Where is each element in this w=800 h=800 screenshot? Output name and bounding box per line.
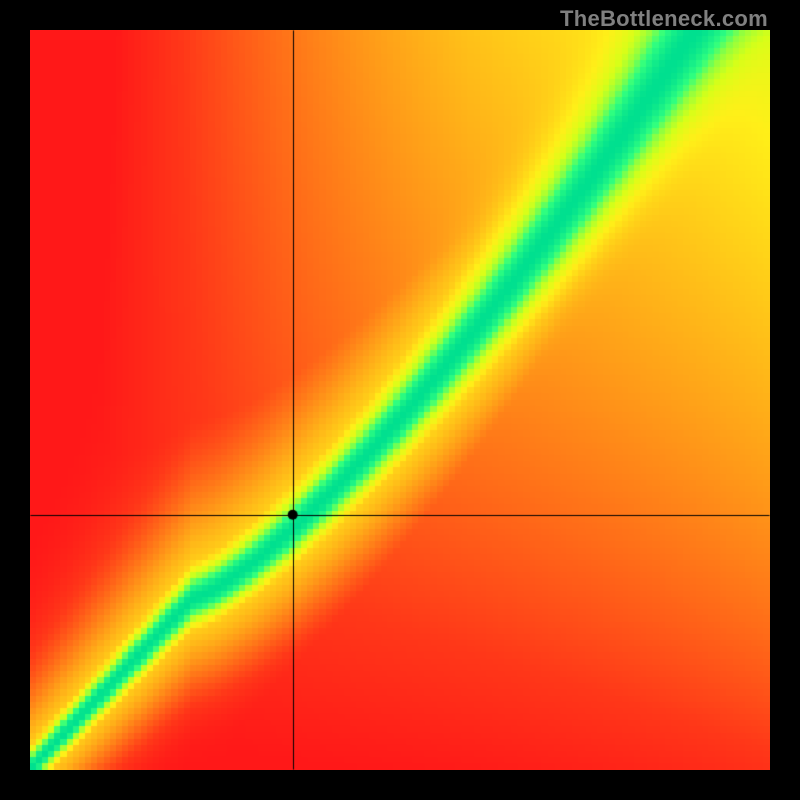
overlay-canvas: [30, 30, 770, 770]
watermark-text: TheBottleneck.com: [560, 6, 768, 32]
plot-area: [30, 30, 770, 770]
chart-container: TheBottleneck.com: [0, 0, 800, 800]
